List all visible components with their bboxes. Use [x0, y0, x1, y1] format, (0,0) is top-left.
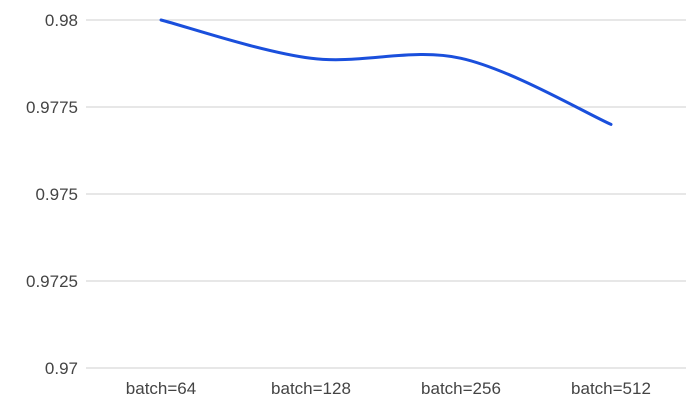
x-tick-label: batch=256	[421, 379, 501, 398]
y-tick-label: 0.98	[45, 11, 78, 30]
y-tick-label: 0.97	[45, 359, 78, 378]
x-tick-label: batch=64	[126, 379, 196, 398]
y-tick-label: 0.9775	[26, 98, 78, 117]
y-tick-label: 0.9725	[26, 272, 78, 291]
x-tick-label: batch=128	[271, 379, 351, 398]
x-axis-tick-labels: batch=64 batch=128 batch=256 batch=512	[126, 379, 651, 398]
grid-lines	[86, 19, 686, 369]
series-group	[159, 18, 613, 126]
series-line	[159, 18, 613, 126]
y-tick-label: 0.975	[35, 185, 78, 204]
x-tick-label: batch=512	[571, 379, 651, 398]
y-axis-tick-labels: 0.97 0.9725 0.975 0.9775 0.98	[26, 11, 78, 378]
